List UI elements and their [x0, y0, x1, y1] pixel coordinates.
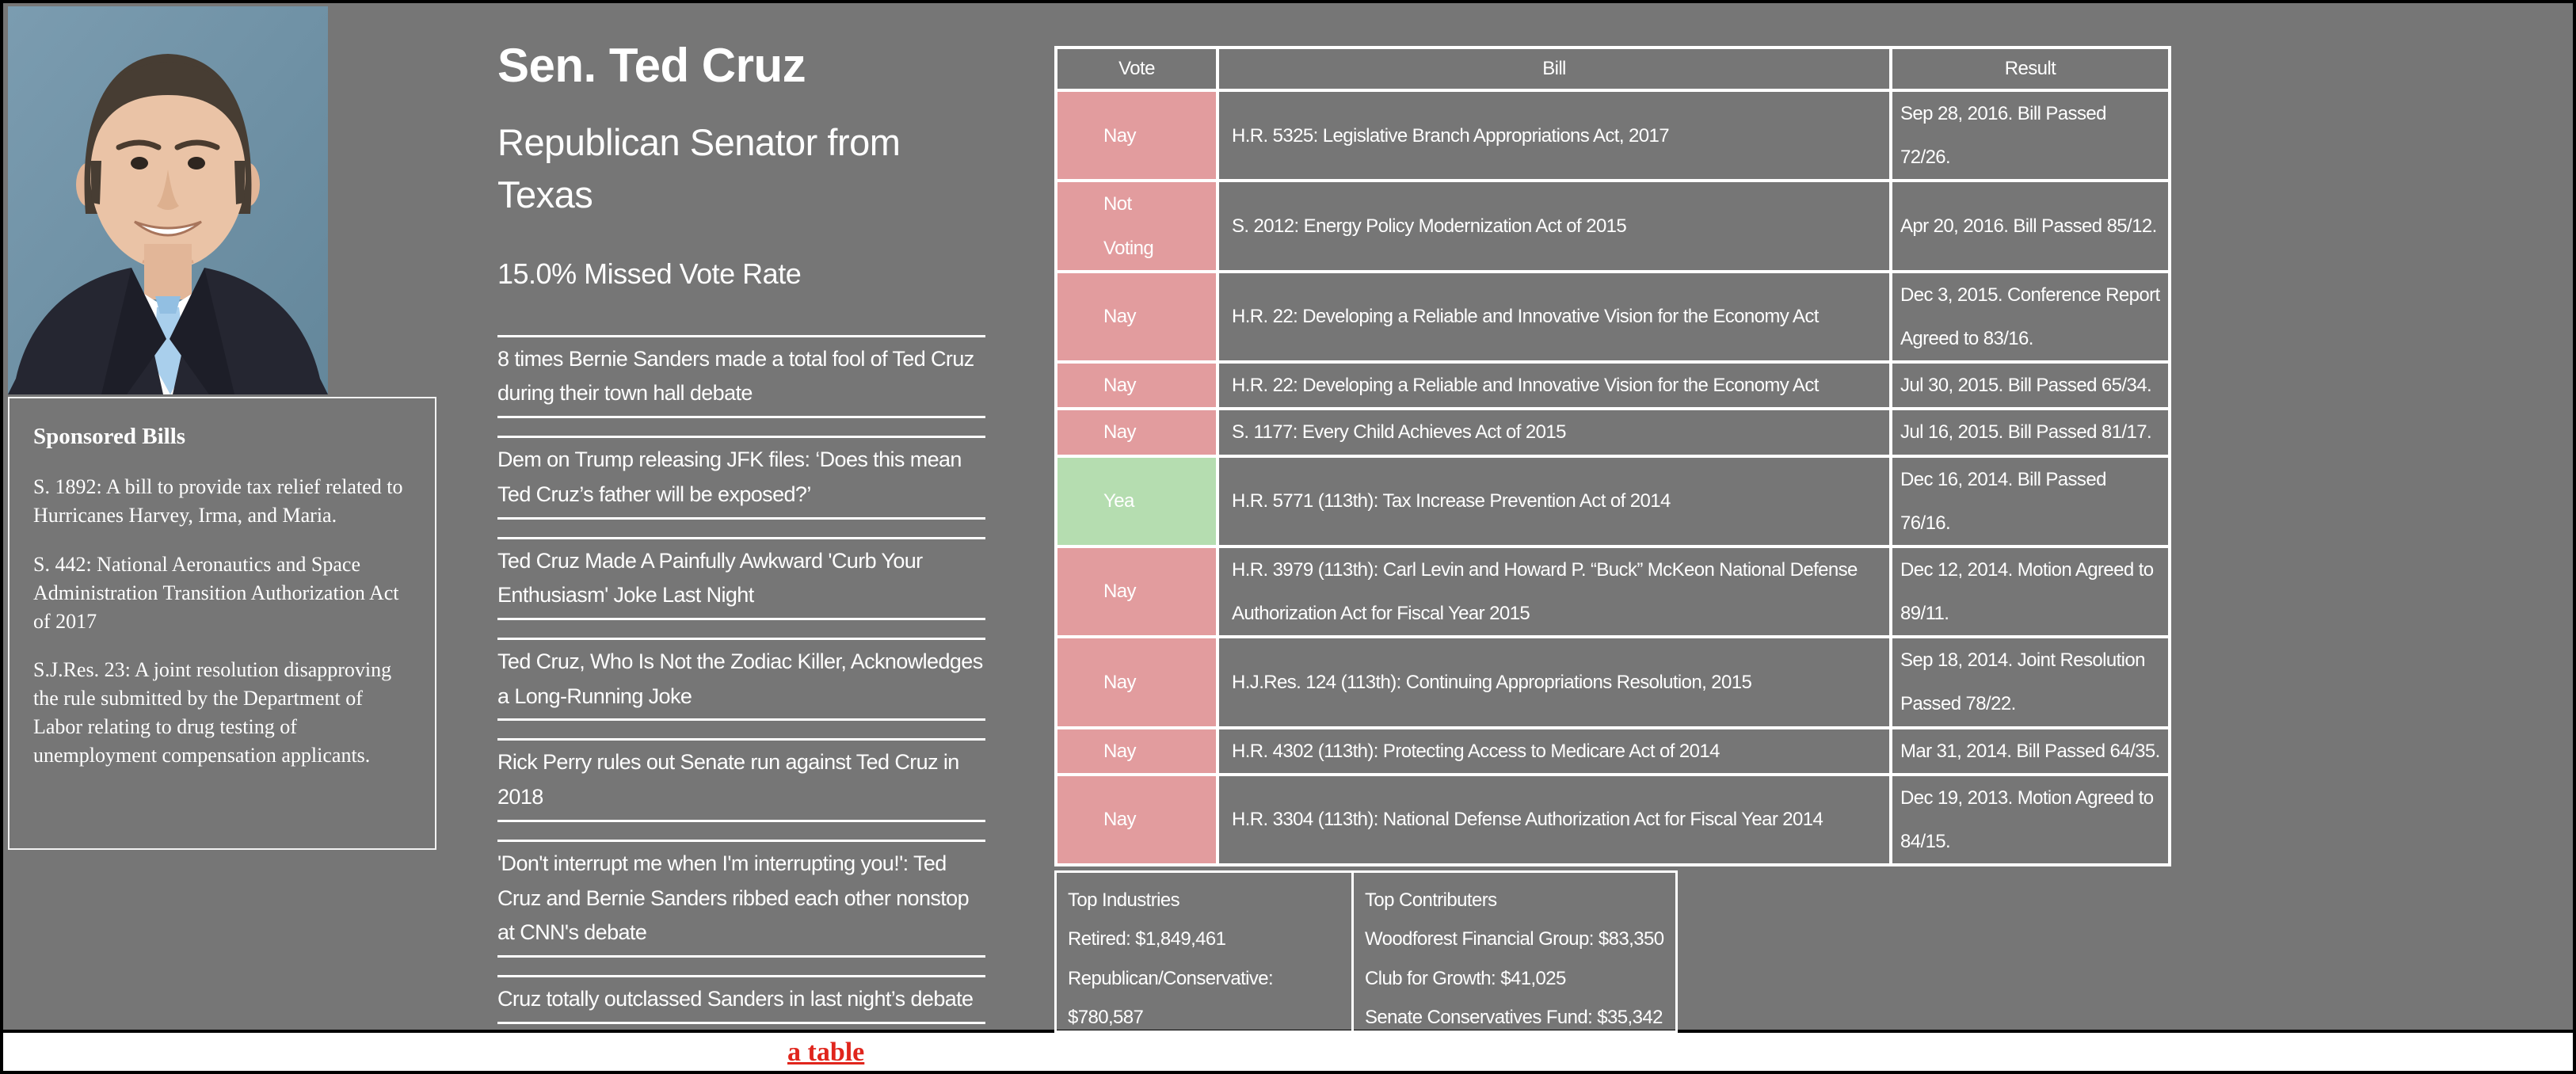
- vote-column-header: Vote: [1054, 46, 1219, 92]
- table-row: Nay H.R. 22: Developing a Reliable and In…: [1054, 360, 2171, 411]
- bill-cell: H.R. 5771 (113th): Tax Increase Preventi…: [1216, 454, 1892, 548]
- sponsored-bills-title: Sponsored Bills: [33, 424, 186, 449]
- content-area: Sponsored Bills S. 1892: A bill to provi…: [3, 3, 2573, 1033]
- table-row: Nay H.R. 4302 (113th): Protecting Access …: [1054, 726, 2171, 776]
- contributor-item: Woodforest Financial Group: $83,350: [1365, 928, 1664, 950]
- result-cell: Dec 16, 2014. Bill Passed 76/16.: [1889, 454, 2171, 548]
- bill-cell: H.R. 22: Developing a Reliable and Innov…: [1216, 360, 1892, 411]
- bill-cell: H.J.Res. 124 (113th): Continuing Appropr…: [1216, 635, 1892, 729]
- votes-column: Vote Bill Result Nay H.R. 5325: Legislati…: [1054, 46, 2171, 1033]
- table-header-row: Vote Bill Result: [1054, 46, 2171, 92]
- result-cell: Mar 31, 2014. Bill Passed 64/35.: [1889, 726, 2171, 776]
- top-contributors-list: Woodforest Financial Group: $83,350 Club …: [1365, 920, 1664, 1030]
- sponsored-bill: S. 442: National Aeronautics and Space A…: [33, 552, 399, 633]
- result-cell: Dec 12, 2014. Motion Agreed to 89/11.: [1889, 544, 2171, 639]
- contributor-item: Club for Growth: $41,025: [1365, 967, 1566, 989]
- votes-table: Vote Bill Result Nay H.R. 5325: Legislati…: [1054, 46, 2171, 867]
- result-cell: Dec 19, 2013. Motion Agreed to 84/15.: [1889, 772, 2171, 867]
- vote-cell: Nay: [1054, 726, 1219, 776]
- top-industries-box: Top Industries Retired: $1,849,461 Republ…: [1054, 870, 1354, 1033]
- profile-column: Sen. Ted Cruz Republican Senator from Te…: [497, 3, 985, 1042]
- missed-vote-rate: 15.0% Missed Vote Rate: [497, 257, 802, 290]
- vote-cell: Nay: [1054, 407, 1219, 458]
- industry-item: Republican/Conservative: $780,587: [1068, 967, 1274, 1028]
- headlines-list: 8 times Bernie Sanders made a total fool…: [497, 334, 985, 1024]
- sponsored-bills-list: S. 1892: A bill to provide tax relief re…: [33, 473, 411, 770]
- result-cell: Sep 18, 2014. Joint Resolution Passed 78…: [1889, 635, 2171, 729]
- top-industries-title: Top Industries: [1068, 889, 1180, 912]
- headline-item: 'Don't interrupt me when I'm interruptin…: [497, 839, 985, 958]
- headline-item: Dem on Trump releasing JFK files: ‘Does …: [497, 436, 985, 520]
- table-row: Nay H.R. 3979 (113th): Carl Levin and How…: [1054, 544, 2171, 639]
- headline-item: 8 times Bernie Sanders made a total fool…: [497, 334, 985, 419]
- bill-cell: S. 2012: Energy Policy Modernization Act…: [1216, 179, 1892, 273]
- sponsored-bill: S.J.Res. 23: A joint resolution disappro…: [33, 658, 392, 767]
- table-row: Nay H.R. 22: Developing a Reliable and In…: [1054, 269, 2171, 364]
- result-cell: Dec 3, 2015. Conference Report Agreed to…: [1889, 269, 2171, 364]
- bill-cell: H.R. 3979 (113th): Carl Levin and Howard…: [1216, 544, 1892, 639]
- vote-cell: Not Voting: [1054, 179, 1219, 273]
- money-boxes: Top Industries Retired: $1,849,461 Republ…: [1054, 870, 2168, 1033]
- portrait-image: [8, 6, 328, 394]
- vote-cell: Nay: [1054, 269, 1219, 364]
- vote-cell: Nay: [1054, 635, 1219, 729]
- top-contributors-title: Top Contributers: [1365, 889, 1497, 912]
- bill-cell: H.R. 3304 (113th): National Defense Auth…: [1216, 772, 1892, 867]
- table-row: Nay H.R. 5325: Legislative Branch Appropr…: [1054, 88, 2171, 183]
- headline-item: Cruz totally outclassed Sanders in last …: [497, 975, 985, 1024]
- result-column-header: Result: [1889, 46, 2171, 92]
- result-cell: Jul 30, 2015. Bill Passed 65/34.: [1889, 360, 2171, 411]
- headline-item: Ted Cruz Made A Painfully Awkward 'Curb …: [497, 536, 985, 620]
- sponsored-bill: S. 1892: A bill to provide tax relief re…: [33, 475, 403, 527]
- page-title: Sen. Ted Cruz: [497, 39, 806, 92]
- top-contributors-box: Top Contributers Woodforest Financial Gr…: [1351, 870, 1678, 1033]
- sponsored-bills-box: Sponsored Bills S. 1892: A bill to provi…: [8, 397, 436, 850]
- bill-cell: H.R. 22: Developing a Reliable and Innov…: [1216, 269, 1892, 364]
- table-row: Nay H.R. 3304 (113th): National Defense A…: [1054, 772, 2171, 867]
- vote-cell: Yea: [1054, 454, 1219, 548]
- industry-item: Retired: $1,849,461: [1068, 928, 1226, 950]
- a-table-link[interactable]: a table: [787, 1038, 865, 1067]
- vote-cell: Nay: [1054, 544, 1219, 639]
- result-cell: Apr 20, 2016. Bill Passed 85/12.: [1889, 179, 2171, 273]
- top-industries-list: Retired: $1,849,461 Republican/Conservati…: [1068, 920, 1340, 1030]
- bill-column-header: Bill: [1216, 46, 1892, 92]
- result-cell: Jul 16, 2015. Bill Passed 81/17.: [1889, 407, 2171, 458]
- vote-cell: Nay: [1054, 772, 1219, 867]
- bill-cell: S. 1177: Every Child Achieves Act of 201…: [1216, 407, 1892, 458]
- headline-item: Ted Cruz, Who Is Not the Zodiac Killer, …: [497, 638, 985, 722]
- contributor-item: Senate Conservatives Fund: $35,342: [1365, 1006, 1663, 1028]
- vote-cell: Nay: [1054, 88, 1219, 183]
- table-row: Yea H.R. 5771 (113th): Tax Increase Preve…: [1054, 454, 2171, 548]
- senator-photo: [8, 6, 328, 394]
- table-row: Not Voting S. 2012: Energy Policy Moderni…: [1054, 179, 2171, 273]
- vote-cell: Nay: [1054, 360, 1219, 411]
- bill-cell: H.R. 5325: Legislative Branch Appropriat…: [1216, 88, 1892, 183]
- table-row: Nay H.J.Res. 124 (113th): Continuing Appr…: [1054, 635, 2171, 729]
- headline-item: Rick Perry rules out Senate run against …: [497, 738, 985, 822]
- result-cell: Sep 28, 2016. Bill Passed 72/26.: [1889, 88, 2171, 183]
- bill-cell: H.R. 4302 (113th): Protecting Access to …: [1216, 726, 1892, 776]
- profile-subtitle: Republican Senator from Texas: [497, 121, 901, 215]
- table-row: Nay S. 1177: Every Child Achieves Act of …: [1054, 407, 2171, 458]
